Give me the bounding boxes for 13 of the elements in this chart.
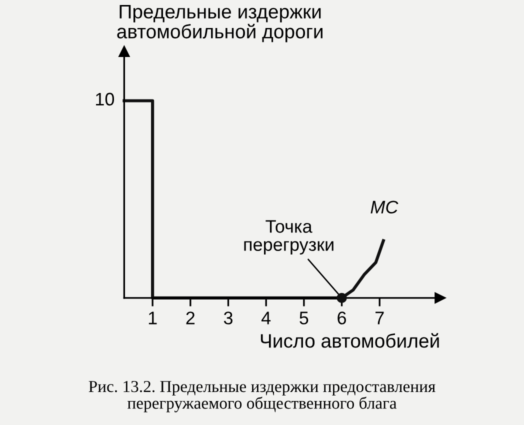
x-tick-label: 2 bbox=[186, 312, 195, 324]
y-axis-title: Предельные издержки автомобильной дороги bbox=[117, 4, 322, 42]
series-label: MC bbox=[370, 200, 398, 214]
x-tick-label: 5 bbox=[300, 312, 308, 324]
text: Рис. 13.2. Предельные издержки предоставления перегружаемого общественного блага bbox=[88, 380, 436, 412]
x-tick-label: 7 bbox=[376, 312, 384, 324]
x-axis-title: Число автомобилей bbox=[260, 333, 439, 348]
x-tick-label: 1 bbox=[148, 312, 157, 324]
x-tick-label: 4 bbox=[261, 312, 271, 324]
annotation: 10 bbox=[96, 92, 114, 106]
annotation: Точка перегрузки bbox=[244, 220, 334, 255]
x-tick-label: 3 bbox=[224, 312, 232, 324]
x-tick-label: 6 bbox=[338, 312, 346, 324]
